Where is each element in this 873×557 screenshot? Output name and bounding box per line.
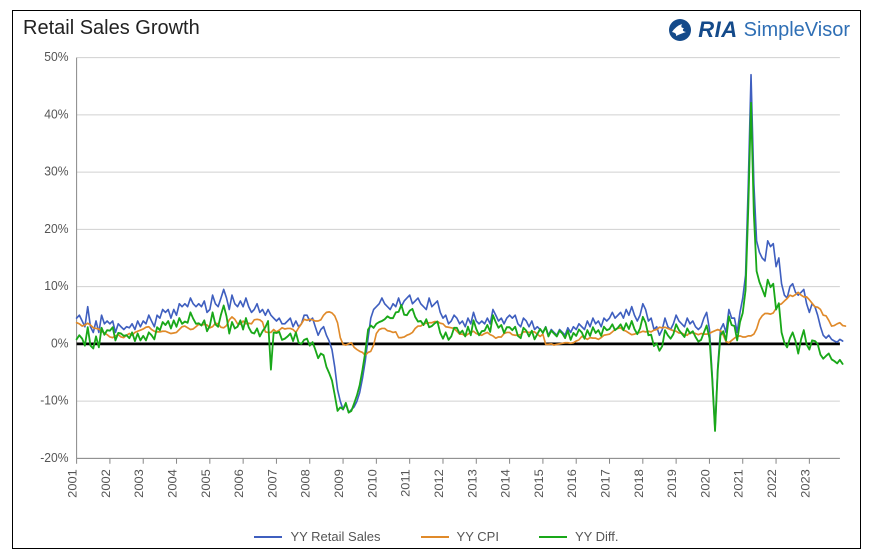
legend-label-cpi: YY CPI [457,529,499,544]
chart-container: Retail Sales Growth RIA SimpleVisor -20%… [12,10,861,549]
legend-item-diff: YY Diff. [539,529,619,544]
svg-text:20%: 20% [44,221,68,235]
svg-text:2010: 2010 [366,469,380,498]
legend-label-retail: YY Retail Sales [290,529,380,544]
svg-text:2009: 2009 [332,469,346,498]
legend-item-retail: YY Retail Sales [254,529,380,544]
svg-text:2022: 2022 [765,469,779,498]
brand-logo: RIA SimpleVisor [668,17,850,43]
svg-text:10%: 10% [44,279,68,293]
legend-swatch-retail [254,536,282,538]
plot-region: -20% -10% 0% 10% 20% 30% 40% 50% 2001 2002 2003 200… [21,49,850,523]
svg-text:50%: 50% [44,50,68,64]
svg-text:2023: 2023 [799,469,813,498]
svg-text:-10%: -10% [40,393,68,407]
svg-text:2003: 2003 [133,469,147,498]
svg-text:2016: 2016 [566,469,580,498]
svg-text:2015: 2015 [532,469,546,498]
svg-text:0%: 0% [51,336,69,350]
svg-text:2008: 2008 [299,469,313,498]
plot-svg: -20% -10% 0% 10% 20% 30% 40% 50% 2001 2002 2003 200… [21,49,850,523]
svg-text:2006: 2006 [232,469,246,498]
svg-text:2020: 2020 [699,469,713,498]
svg-text:40%: 40% [44,107,68,121]
svg-text:2002: 2002 [99,469,113,498]
chart-header: Retail Sales Growth RIA SimpleVisor [13,11,860,43]
svg-text:2013: 2013 [466,469,480,498]
eagle-icon [668,18,692,42]
legend-swatch-diff [539,536,567,538]
legend-label-diff: YY Diff. [575,529,619,544]
svg-text:2001: 2001 [66,469,80,498]
svg-text:2014: 2014 [499,469,513,498]
svg-text:-20%: -20% [40,450,68,464]
svg-text:2007: 2007 [266,469,280,498]
legend-item-cpi: YY CPI [421,529,499,544]
svg-text:2005: 2005 [199,469,213,498]
chart-frame: Retail Sales Growth RIA SimpleVisor -20%… [0,0,873,557]
svg-text:30%: 30% [44,164,68,178]
legend-swatch-cpi [421,536,449,538]
svg-text:2017: 2017 [599,469,613,498]
logo-ria-text: RIA [698,17,737,43]
svg-text:2011: 2011 [399,469,413,497]
chart-title: Retail Sales Growth [23,17,200,40]
legend: YY Retail Sales YY CPI YY Diff. [13,523,860,548]
svg-text:2018: 2018 [632,469,646,498]
svg-text:2021: 2021 [732,469,746,498]
svg-text:2012: 2012 [432,469,446,498]
svg-text:2019: 2019 [665,469,679,498]
svg-text:2004: 2004 [166,469,180,498]
logo-simplevisor-text: SimpleVisor [744,19,850,42]
